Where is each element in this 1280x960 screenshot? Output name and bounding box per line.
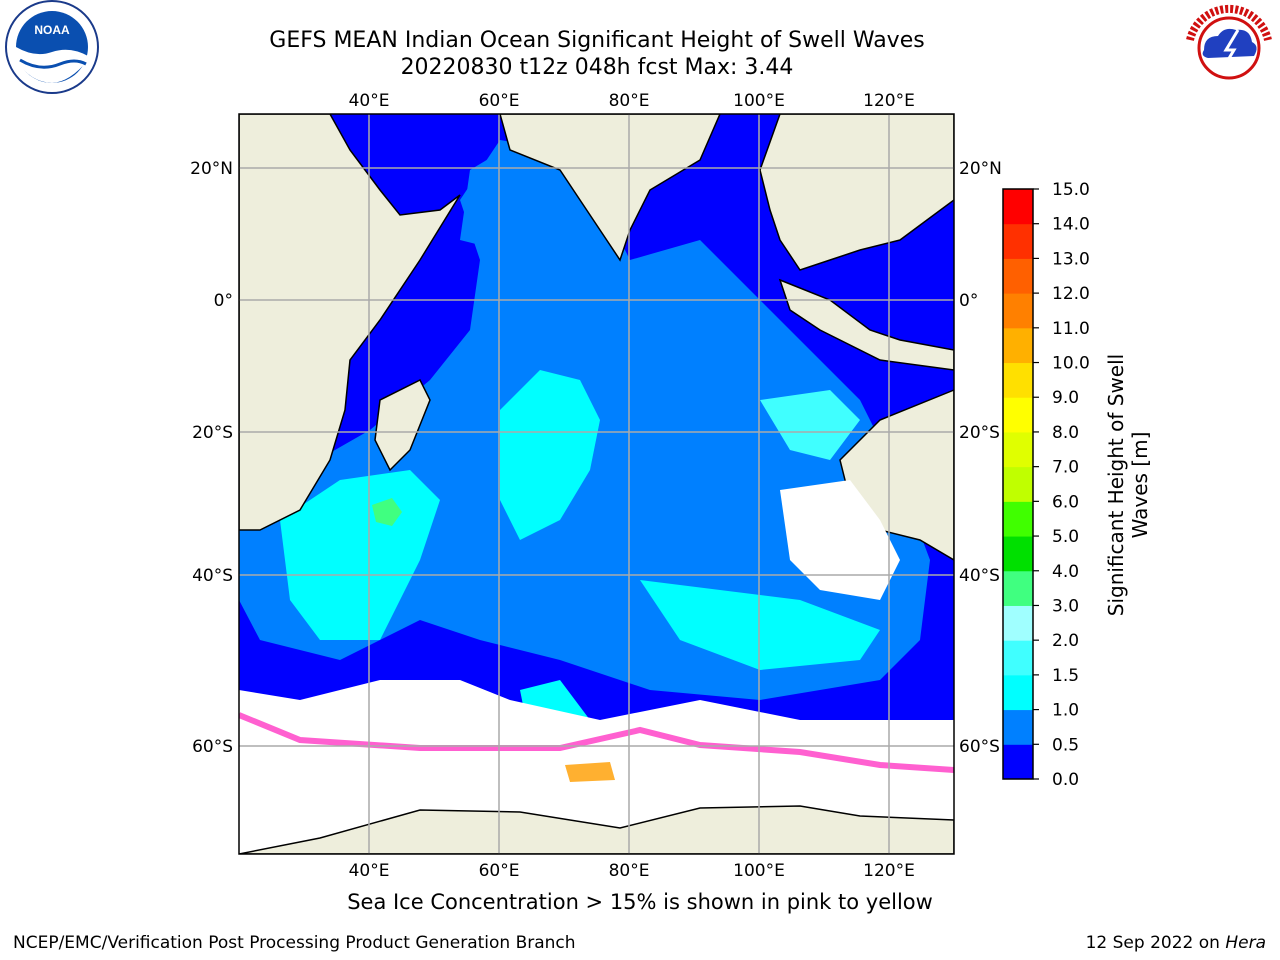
colorbar-swatch — [1003, 674, 1033, 711]
colorbar-tick-label: 1.0 — [1052, 701, 1079, 721]
lon-tick-label: 40°E — [349, 861, 390, 881]
map-area — [239, 114, 954, 854]
colorbar-tick-label: 14.0 — [1052, 215, 1090, 235]
colorbar-tick-label: 11.0 — [1052, 319, 1090, 339]
colorbar-tick-label: 1.5 — [1052, 666, 1079, 686]
colorbar-ticks: 0.0 0.5 1.0 1.5 2.0 3.0 4.0 5.0 6.0 7.0 8.0 9.0 10.0… — [1033, 180, 1090, 790]
footer-date-text: 12 Sep 2022 on — [1085, 933, 1226, 953]
swell-band-high-east — [640, 580, 880, 670]
lon-tick-label: 60°E — [479, 861, 520, 881]
colorbar-swatch — [1003, 397, 1033, 433]
map-frame — [238, 113, 955, 855]
lat-tick-label: 20°S — [959, 423, 1000, 443]
lat-tick-label: 20°S — [192, 423, 233, 443]
map-title: GEFS MEAN Indian Ocean Significant Heigh… — [269, 28, 925, 53]
lat-tick-label: 40°S — [959, 566, 1000, 586]
colorbar-swatch — [1003, 466, 1033, 502]
lat-tick-label: 0° — [214, 291, 233, 311]
swell-max-patch — [372, 498, 402, 526]
land-indonesia — [778, 278, 954, 371]
lon-tick-label: 100°E — [733, 861, 785, 881]
land-southeast-asia — [759, 114, 954, 271]
lon-tick-label: 100°E — [733, 91, 785, 111]
colorbar-tick-label: 9.0 — [1052, 388, 1079, 408]
noaa-logo: NOAA — [5, 0, 99, 94]
no-data-region-australia — [780, 480, 900, 600]
colorbar-swatch — [1003, 431, 1033, 468]
land-india — [499, 114, 721, 262]
land-antarctica — [239, 805, 954, 854]
colorbar-tick-label: 10.0 — [1052, 354, 1090, 374]
colorbar-swatch — [1003, 223, 1033, 259]
lat-tick-label: 60°S — [192, 737, 233, 757]
colorbar-swatch — [1003, 501, 1033, 537]
colorbar-swatch — [1003, 536, 1033, 572]
swell-band-high-center — [500, 370, 600, 540]
colorbar-tick-label: 13.0 — [1052, 249, 1090, 269]
land-madagascar — [374, 378, 431, 472]
colorbar-swatch — [1003, 258, 1033, 294]
colorbar-swatch — [1003, 570, 1033, 606]
land-africa — [239, 114, 461, 531]
colorbar-swatch — [1003, 709, 1033, 745]
colorbar-swatch — [1003, 327, 1033, 364]
colorbar-swatch — [1003, 293, 1033, 329]
footer-host: Hera — [1225, 933, 1266, 953]
colorbar-tick-label: 7.0 — [1052, 458, 1079, 478]
lat-tick-label: 60°S — [959, 737, 1000, 757]
colorbar-frame — [1002, 188, 1034, 780]
colorbar-tick-label: 0.5 — [1052, 735, 1079, 755]
lon-tick-label: 120°E — [863, 91, 915, 111]
colorbar-tick-label: 2.0 — [1052, 631, 1079, 651]
colorbar-tick-label: 15.0 — [1052, 180, 1090, 200]
colorbar-swatch — [1003, 362, 1033, 398]
colorbar-tick-label: 4.0 — [1052, 562, 1079, 582]
colorbar-label: Significant Height of Swell Waves [m] — [1104, 353, 1152, 617]
nws-logo — [1184, 3, 1274, 93]
colorbar-tick-label: 5.0 — [1052, 527, 1079, 547]
lat-tick-label: 20°N — [190, 159, 233, 179]
lon-ticks-top: 40°E 60°E 80°E 100°E 120°E — [349, 91, 915, 111]
lat-tick-label: 40°S — [192, 566, 233, 586]
map-subtitle: 20220830 t12z 048h fcst Max: 3.44 — [400, 55, 794, 80]
lon-tick-label: 60°E — [479, 91, 520, 111]
sea-ice-patch — [565, 762, 615, 782]
colorbar-swatch — [1003, 189, 1033, 225]
map-gridlines — [239, 114, 954, 854]
swell-band-high-australia — [760, 390, 860, 460]
lon-tick-label: 40°E — [349, 91, 390, 111]
colorbar-swatches — [1003, 189, 1033, 780]
colorbar-tick-label: 6.0 — [1052, 492, 1079, 512]
sea-ice-edge — [239, 712, 954, 773]
colorbar-swatch — [1003, 640, 1033, 676]
lat-ticks-left: 20°N 0° 20°S 40°S 60°S — [190, 159, 233, 757]
colorbar-tick-label: 3.0 — [1052, 596, 1079, 616]
colorbar-tick-label: 12.0 — [1052, 284, 1090, 304]
footer-credit: NCEP/EMC/Verification Post Processing Pr… — [13, 933, 576, 953]
lon-tick-label: 120°E — [863, 861, 915, 881]
svg-text:NOAA: NOAA — [34, 23, 70, 37]
colorbar-swatch — [1003, 744, 1033, 780]
footer-date: 12 Sep 2022 on Hera — [1086, 933, 1266, 953]
colorbar-swatch — [1003, 605, 1033, 641]
lon-ticks-bottom: 40°E 60°E 80°E 100°E 120°E — [349, 861, 915, 881]
lat-tick-label: 20°N — [959, 159, 1002, 179]
lat-tick-label: 0° — [959, 291, 978, 311]
lat-ticks-right: 20°N 0° 20°S 40°S 60°S — [959, 159, 1002, 757]
colorbar-tick-label: 8.0 — [1052, 423, 1079, 443]
lon-tick-label: 80°E — [609, 861, 650, 881]
colorbar-tick-label: 0.0 — [1052, 770, 1079, 790]
sea-ice-footnote: Sea Ice Concentration > 15% is shown in … — [347, 890, 933, 914]
lon-tick-label: 80°E — [609, 91, 650, 111]
